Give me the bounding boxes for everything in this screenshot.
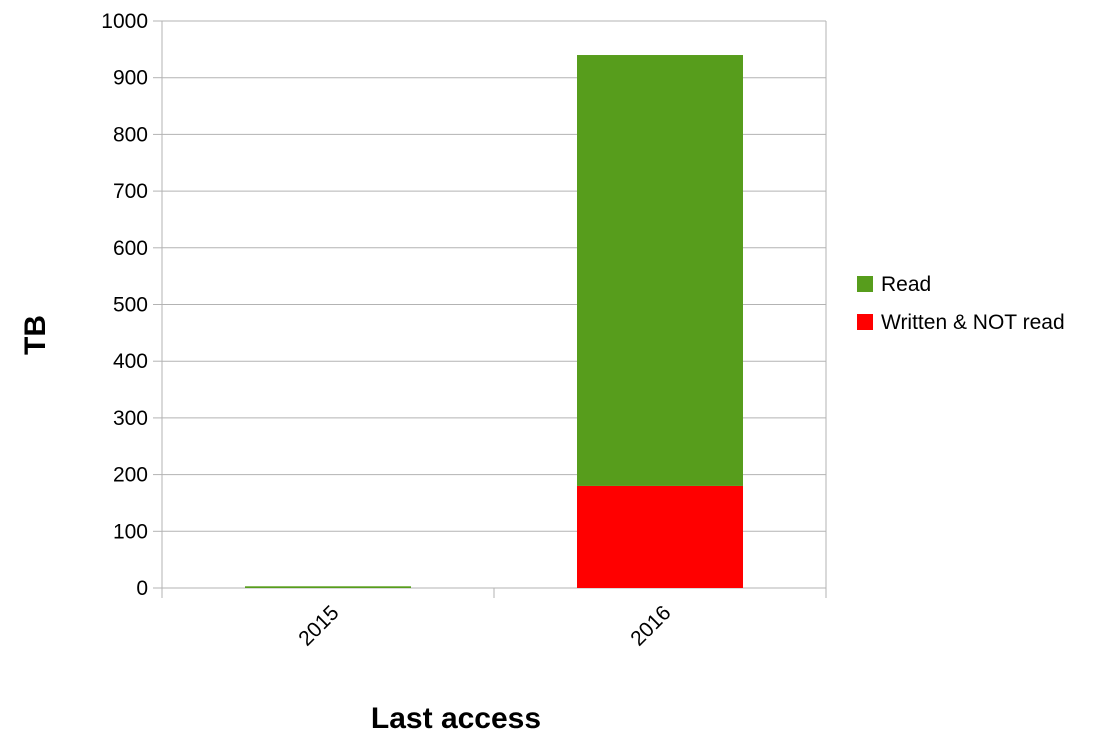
y-tick-label: 800 xyxy=(113,123,148,146)
bars xyxy=(245,55,743,588)
y-tick-label: 900 xyxy=(113,67,148,90)
x-tick-labels: 2015 2016 xyxy=(294,601,675,650)
bar-2015-read xyxy=(245,586,411,588)
y-tick-label: 100 xyxy=(113,520,148,543)
y-tick-label: 300 xyxy=(113,407,148,430)
y-tick-label: 0 xyxy=(136,577,148,600)
y-tick-label: 200 xyxy=(113,464,148,487)
y-tick-label: 1000 xyxy=(101,10,148,33)
legend-swatch xyxy=(857,314,873,330)
y-tick-label: 400 xyxy=(113,350,148,373)
x-axis-title: Last access xyxy=(371,702,541,731)
x-tick-label: 2016 xyxy=(626,601,675,650)
bar-2016-written-not-read xyxy=(577,485,743,588)
y-tick-labels: 0 100 200 300 400 500 600 700 800 900 1000 xyxy=(101,10,148,600)
y-tick-label: 700 xyxy=(113,180,148,203)
legend-label: Read xyxy=(881,273,931,296)
y-tick-label: 600 xyxy=(113,237,148,260)
bar-2016-read xyxy=(577,55,743,486)
x-tick-label: 2015 xyxy=(294,601,343,650)
legend-label: Written & NOT read xyxy=(881,311,1065,334)
y-tick-label: 500 xyxy=(113,294,148,317)
legend: Read Written & NOT read xyxy=(857,273,1065,334)
axes xyxy=(153,20,827,598)
legend-swatch xyxy=(857,276,873,292)
y-axis-title: TB xyxy=(19,315,52,355)
